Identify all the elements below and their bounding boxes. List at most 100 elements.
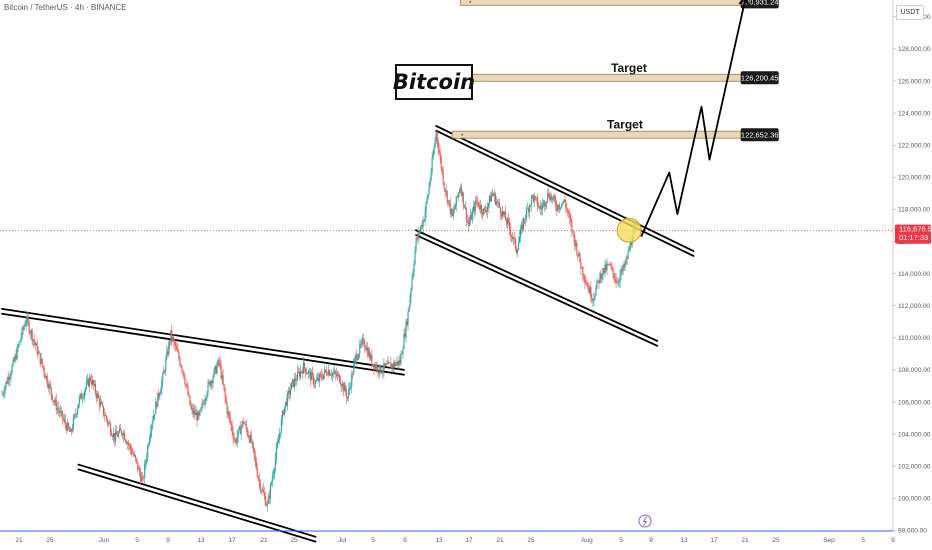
candle-body (588, 287, 590, 294)
candle-body (460, 187, 462, 196)
currency-button[interactable]: USDT (896, 5, 924, 20)
candle-body (99, 402, 102, 406)
candle-body (571, 222, 573, 232)
candle-body (567, 209, 569, 214)
candle-body (75, 414, 77, 415)
candle-body (466, 220, 468, 221)
candle-body (9, 376, 11, 380)
candle-body (391, 364, 393, 369)
candle-body (81, 397, 83, 399)
candle-body (53, 400, 55, 403)
candle-body (28, 321, 30, 333)
candle-body (304, 368, 307, 374)
candle-body (288, 390, 290, 395)
candle-body (464, 207, 466, 209)
candle-body (36, 343, 38, 355)
candle-body (136, 458, 138, 462)
candle-body (89, 377, 91, 381)
candle-body (234, 439, 236, 441)
candle-body (280, 419, 282, 433)
candle-body (69, 429, 71, 432)
candle-body (311, 372, 314, 376)
candle-body (410, 289, 412, 297)
candle-body (32, 339, 34, 342)
candle-body (271, 476, 273, 483)
candle-body (482, 208, 484, 215)
candle-body (120, 428, 122, 431)
candle-body (615, 279, 617, 283)
candle-body (510, 235, 513, 237)
candle-body (321, 374, 323, 378)
candle-body (461, 192, 463, 196)
candle-body (521, 224, 523, 230)
candle-body (220, 365, 222, 379)
candle-body (24, 324, 26, 327)
candle-body (403, 334, 405, 349)
candle-body (232, 432, 234, 439)
candle-body (610, 264, 612, 268)
time-axis[interactable]: 21 25 Jun 5 9 13 17 21 25 Jul 5 9 13 17 21 25 Aug 5 9 13 17 2… (0, 514, 895, 544)
candle-body (467, 220, 469, 226)
candle-body (509, 228, 512, 236)
candle-body (427, 194, 429, 198)
candle-body (274, 458, 276, 470)
candle-body (84, 388, 86, 392)
candle-body (589, 287, 591, 294)
candle-body (337, 374, 339, 377)
candle-body (254, 455, 256, 461)
candle-body (389, 362, 391, 364)
time-tick-label: 25 (772, 537, 780, 544)
price-tick-label: 124,000.00 (898, 110, 931, 117)
candle-body (498, 202, 501, 208)
candle-body (160, 390, 162, 394)
candle-body (374, 364, 376, 369)
candle-body (497, 202, 500, 203)
time-tick-label: Sep (823, 537, 835, 544)
candle-body (56, 408, 58, 410)
candle-body (534, 196, 536, 202)
candle-body (485, 211, 487, 212)
price-tick-label: 114,000.00 (898, 271, 930, 278)
candle-body (587, 285, 589, 288)
candle-body (210, 381, 212, 387)
candle-body (76, 408, 78, 415)
candle-body (319, 374, 321, 381)
candle-body (499, 207, 502, 214)
candle-body (251, 442, 253, 443)
candle-body (445, 191, 447, 193)
candle-body (424, 212, 426, 222)
candle-body (128, 443, 130, 445)
time-tick-label: 9 (891, 537, 895, 544)
candle-body (617, 282, 619, 284)
target-price-label: 126,200.45 (741, 73, 779, 82)
projection-path (640, 0, 747, 238)
target-price-badge (740, 128, 779, 142)
candle-body (98, 398, 101, 406)
candle-body (171, 329, 173, 340)
candle-body (627, 250, 629, 259)
candle-body (454, 205, 456, 210)
candle-body (37, 351, 39, 355)
candle-body (511, 236, 514, 239)
candle-body (475, 200, 477, 202)
upper-channel-top (435, 125, 695, 253)
candle-body (4, 386, 6, 394)
candle-body (434, 140, 436, 147)
candle-body (73, 414, 75, 418)
candle-body (554, 196, 556, 201)
candle-body (121, 430, 123, 435)
candle-body (446, 191, 448, 203)
price-axis[interactable]: 132,000.00130,000.00128,000.00126,000.00… (893, 0, 932, 535)
candle-body (177, 350, 179, 353)
candle-body (18, 342, 20, 347)
candle-body (238, 426, 240, 430)
candle-body (564, 199, 566, 202)
candle-body (1, 393, 3, 395)
candle-body (602, 268, 604, 276)
candle-body (66, 422, 68, 431)
target-label: Target (611, 61, 647, 75)
candle-body (287, 390, 289, 393)
candle-body (597, 280, 599, 282)
candle-body (12, 359, 14, 366)
